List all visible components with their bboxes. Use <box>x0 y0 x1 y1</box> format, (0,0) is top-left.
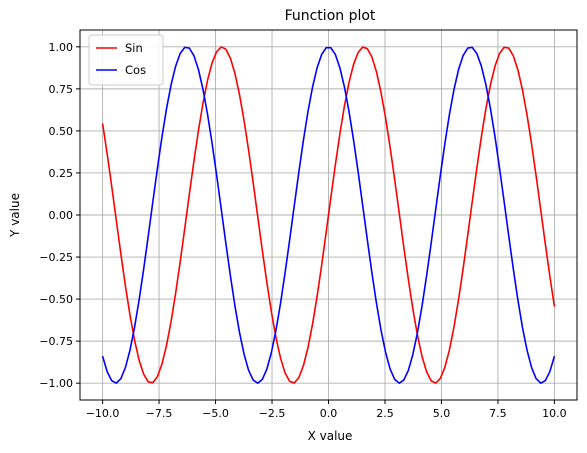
y-tick-label: −0.25 <box>39 251 73 264</box>
y-tick-label: 0.75 <box>49 83 74 96</box>
x-tick-label: 0.0 <box>320 407 338 420</box>
x-tick-label: 10.0 <box>542 407 567 420</box>
x-axis-ticks: −10.0 −7.5 −5.0 −2.5 0.0 2.5 5.0 7.5 10.0 <box>86 400 567 420</box>
legend-label-cos: Cos <box>125 63 146 77</box>
x-tick-label: −7.5 <box>146 407 173 420</box>
y-tick-label: 1.00 <box>49 41 74 54</box>
y-tick-label: −0.75 <box>39 335 73 348</box>
legend: Sin Cos <box>88 34 164 86</box>
sin-series-line <box>101 45 556 385</box>
y-tick-label: 0.00 <box>49 209 74 222</box>
legend-label-sin: Sin <box>125 41 143 55</box>
y-axis-ticks: −1.00 −0.75 −0.50 −0.25 0.00 0.25 0.50 0.75 1.00 <box>39 41 80 390</box>
x-tick-label: −5.0 <box>202 407 229 420</box>
chart-title: Function plot <box>285 8 376 24</box>
y-tick-label: 0.25 <box>49 167 74 180</box>
y-axis-label: Y value <box>8 193 22 238</box>
x-tick-label: −10.0 <box>86 407 120 420</box>
x-tick-label: 7.5 <box>489 407 507 420</box>
y-tick-label: −0.50 <box>39 293 73 306</box>
y-tick-label: 0.50 <box>49 125 74 138</box>
series-layer <box>101 45 556 385</box>
x-tick-label: 5.0 <box>433 407 451 420</box>
x-tick-label: −2.5 <box>259 407 286 420</box>
x-tick-label: 2.5 <box>376 407 394 420</box>
cos-series-line <box>101 46 556 385</box>
x-axis-label: X value <box>308 429 353 443</box>
y-tick-label: −1.00 <box>39 377 73 390</box>
